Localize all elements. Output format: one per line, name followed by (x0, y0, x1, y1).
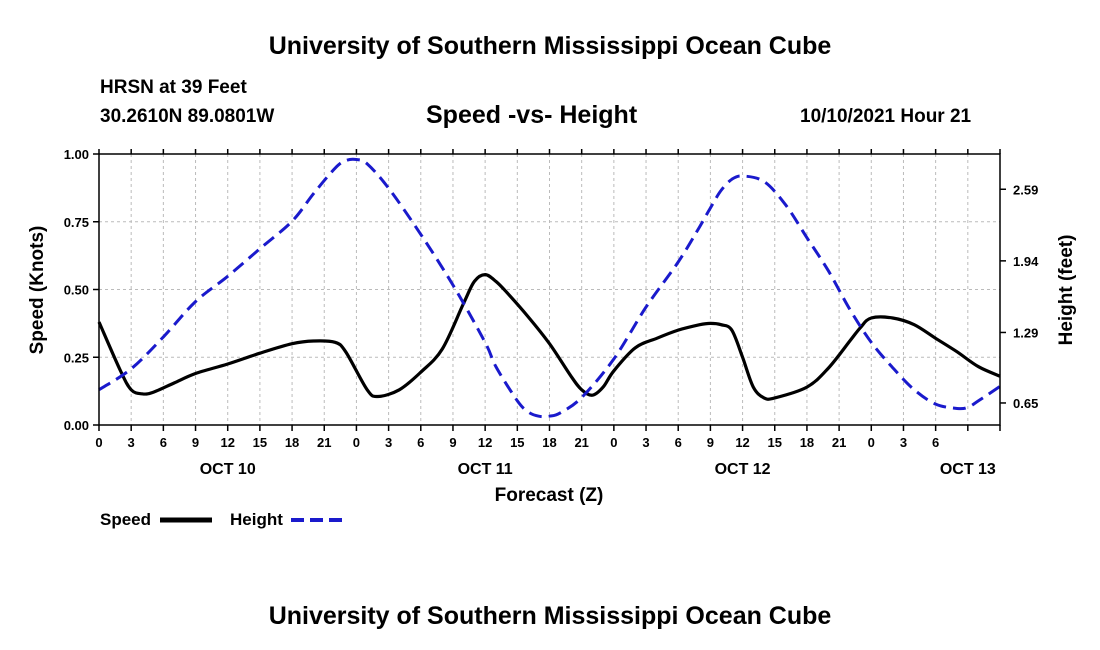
y2-tick-label: 2.59 (1013, 182, 1038, 197)
x-tick-label: 15 (768, 435, 782, 450)
x-tick-label: 3 (642, 435, 649, 450)
x-tick-label: 21 (317, 435, 331, 450)
x-axis-label: Forecast (Z) (495, 485, 604, 506)
x-tick-label: 18 (285, 435, 299, 450)
x-tick-label: 0 (95, 435, 102, 450)
x-tick-label: 9 (449, 435, 456, 450)
grid-lines (98, 153, 1001, 426)
x-tick-label: 21 (574, 435, 588, 450)
x-tick-label: 6 (932, 435, 939, 450)
y-tick-label: 0.00 (64, 418, 89, 433)
y2-tick-label: 0.65 (1013, 396, 1038, 411)
x-tick-label: 15 (253, 435, 267, 450)
footer-title: University of Southern Mississippi Ocean… (268, 602, 832, 630)
station-label: HRSN at 39 Feet (100, 77, 247, 98)
date-label: OCT 11 (458, 461, 513, 478)
date-label: OCT 13 (940, 461, 996, 478)
x-tick-label: 12 (735, 435, 749, 450)
x-tick-label: 0 (353, 435, 360, 450)
y-tick-label: 0.25 (64, 350, 89, 365)
x-tick-label: 21 (832, 435, 846, 450)
series-lines (97, 157, 1001, 419)
y2-tick-label: 1.94 (1013, 254, 1039, 269)
x-tick-label: 0 (610, 435, 617, 450)
chart-subtitle: Speed -vs- Height (426, 101, 638, 129)
x-tick-label: 18 (800, 435, 814, 450)
x-tick-label: 0 (868, 435, 875, 450)
x-tick-label: 3 (385, 435, 392, 450)
y2-tick-label: 1.29 (1013, 325, 1038, 340)
x-tick-label: 15 (510, 435, 524, 450)
legend-speed-label: Speed (100, 510, 151, 529)
height-series-line (98, 157, 1001, 419)
station-coordinates: 30.2610N 89.0801W (100, 106, 275, 127)
x-tick-label: 3 (900, 435, 907, 450)
date-label: OCT 10 (200, 461, 256, 478)
x-tick-label: 3 (128, 435, 135, 450)
x-tick-label: 9 (192, 435, 199, 450)
x-tick-label: 6 (417, 435, 424, 450)
x-tick-label: 12 (220, 435, 234, 450)
x-tick-label: 6 (160, 435, 167, 450)
y-tick-label: 0.50 (64, 283, 89, 298)
axes: 0 3 6 9 12 15 18 21 0 3 6 9 12 15 18 21 0 3 6 9 12 15 18 21 0 3 6O… (64, 147, 1039, 478)
legend-height-label: Height (230, 510, 283, 529)
chart-title: University of Southern Mississippi Ocean… (268, 32, 832, 60)
y-tick-label: 1.00 (64, 147, 89, 162)
legend: Speed Height (100, 510, 343, 529)
x-tick-label: 18 (542, 435, 556, 450)
x-tick-label: 12 (478, 435, 492, 450)
y2-axis-label: Height (feet) (1056, 235, 1077, 346)
date-label: OCT 12 (715, 461, 771, 478)
speed-series-line (97, 273, 1001, 401)
forecast-datetime: 10/10/2021 Hour 21 (800, 106, 972, 127)
x-tick-label: 9 (707, 435, 714, 450)
x-tick-label: 6 (675, 435, 682, 450)
y-tick-label: 0.75 (64, 215, 89, 230)
y-axis-label: Speed (Knots) (27, 226, 48, 355)
